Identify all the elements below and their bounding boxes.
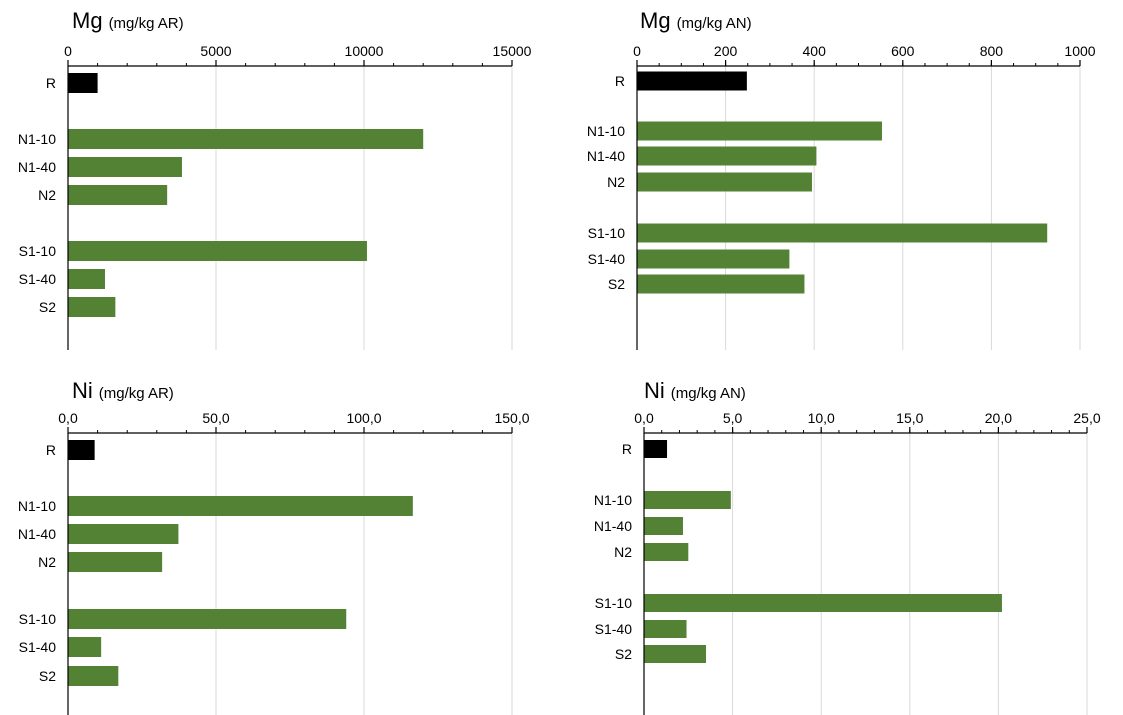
category-label: S1-40 xyxy=(19,639,57,655)
tick-label: 400 xyxy=(803,43,827,59)
category-label: S2 xyxy=(39,668,56,684)
chart-title: Ni (mg/kg AN) xyxy=(644,380,746,402)
chart-title: Mg (mg/kg AN) xyxy=(640,10,752,32)
tick-label: 600 xyxy=(891,43,915,59)
tick-label: 50,0 xyxy=(202,410,229,426)
category-label: N1-10 xyxy=(18,498,56,514)
bar-r xyxy=(637,71,747,91)
category-label: N1-40 xyxy=(587,148,625,164)
element-label: Mg xyxy=(72,8,103,33)
category-label: S1-40 xyxy=(588,251,626,267)
category-label: N1-40 xyxy=(18,159,56,175)
chart-title: Ni (mg/kg AR) xyxy=(72,380,174,402)
bar-n1-40 xyxy=(637,146,817,166)
bar-s1-40 xyxy=(68,269,105,289)
category-label: N1-40 xyxy=(594,518,632,534)
unit-label: (mg/kg AR) xyxy=(108,15,184,32)
bar-n1-40 xyxy=(68,157,182,177)
element-label: Ni xyxy=(72,378,93,403)
category-label: N1-10 xyxy=(587,123,625,139)
unit-label: (mg/kg AN) xyxy=(670,385,746,402)
bar-n1-10 xyxy=(644,491,731,509)
chart-plot: R N1-10 N1-40 N2 S1-10 S1-40 S2 0,0 50,0 100,0 150… xyxy=(18,410,530,715)
bar-s1-10 xyxy=(637,223,1048,243)
bar-s1-10 xyxy=(68,609,347,629)
tick-label: 15000 xyxy=(493,43,532,59)
chart-ni-an: Ni (mg/kg AN) R N1-10 N1-40 N2 S1-10 S1-40 S2 0,… xyxy=(562,370,1123,715)
tick-label: 10000 xyxy=(345,43,384,59)
chart-title: Mg (mg/kg AR) xyxy=(72,10,184,32)
bar-s1-40 xyxy=(644,620,687,638)
bar-s2 xyxy=(644,645,707,663)
bar-r xyxy=(68,73,98,93)
bar-n2 xyxy=(637,172,812,192)
bar-n2 xyxy=(68,552,163,572)
element-label: Mg xyxy=(640,8,671,33)
category-label: N1-10 xyxy=(594,492,632,508)
bar-s1-40 xyxy=(637,249,790,269)
bar-r xyxy=(68,440,95,460)
tick-label: 0,0 xyxy=(58,410,78,426)
category-label: R xyxy=(46,442,56,458)
tick-label: 1000 xyxy=(1064,43,1095,59)
bar-n2 xyxy=(68,185,168,205)
chart-mg-an: Mg (mg/kg AN) R N1-10 N1-40 N2 S1-10 S1-40 S2 0 2… xyxy=(562,0,1123,358)
chart-mg-ar: Mg (mg/kg AR) R N1-10 N1-40 N2 S1-10 S1-40 S2 0 5… xyxy=(0,0,560,358)
category-label: N2 xyxy=(614,544,632,560)
tick-label: 5000 xyxy=(200,43,231,59)
unit-label: (mg/kg AR) xyxy=(98,385,174,402)
category-label: S1-40 xyxy=(19,271,57,287)
bar-s2 xyxy=(637,274,805,294)
bar-n1-10 xyxy=(637,121,882,141)
chart-ni-ar: Ni (mg/kg AR) R N1-10 N1-40 N2 S1-10 S1-40 S2 0,… xyxy=(0,370,560,715)
category-label: S2 xyxy=(615,646,632,662)
category-label: N1-10 xyxy=(18,131,56,147)
category-label: S1-40 xyxy=(595,621,633,637)
category-label: S1-10 xyxy=(19,243,57,259)
tick-label: 150,0 xyxy=(494,410,529,426)
category-label: R xyxy=(46,75,56,91)
unit-label: (mg/kg AN) xyxy=(676,15,752,32)
category-label: R xyxy=(615,73,625,89)
chart-plot: R N1-10 N1-40 N2 S1-10 S1-40 S2 0 5000 10000 15000 xyxy=(18,43,532,350)
tick-label: 10,0 xyxy=(808,410,835,426)
category-label: N1-40 xyxy=(18,526,56,542)
bar-n2 xyxy=(644,543,689,561)
bar-s2 xyxy=(68,666,119,686)
bar-r xyxy=(644,440,668,458)
tick-label: 200 xyxy=(714,43,738,59)
bar-s1-40 xyxy=(68,637,102,657)
tick-label: 25,0 xyxy=(1073,410,1100,426)
bar-s2 xyxy=(68,297,116,317)
category-label: S1-10 xyxy=(595,595,633,611)
tick-label: 800 xyxy=(980,43,1004,59)
chart-plot: R N1-10 N1-40 N2 S1-10 S1-40 S2 0,0 5,0 10,0 15,0 2… xyxy=(594,410,1101,715)
bar-n1-10 xyxy=(68,496,413,516)
category-label: N2 xyxy=(607,174,625,190)
tick-label: 0 xyxy=(64,43,72,59)
bar-n1-40 xyxy=(644,517,683,535)
tick-label: 0 xyxy=(633,43,641,59)
element-label: Ni xyxy=(644,378,665,403)
category-label: S1-10 xyxy=(19,611,57,627)
bar-n1-40 xyxy=(68,524,179,544)
tick-label: 5,0 xyxy=(723,410,743,426)
category-label: S2 xyxy=(39,299,56,315)
tick-label: 100,0 xyxy=(346,410,381,426)
tick-label: 0,0 xyxy=(634,410,654,426)
category-label: S2 xyxy=(608,276,625,292)
tick-label: 15,0 xyxy=(896,410,923,426)
bar-n1-10 xyxy=(68,129,424,149)
chart-plot: R N1-10 N1-40 N2 S1-10 S1-40 S2 0 200 400 600 800 10… xyxy=(587,43,1096,350)
category-label: S1-10 xyxy=(588,225,626,241)
category-label: R xyxy=(622,441,632,457)
category-label: N2 xyxy=(38,554,56,570)
tick-label: 20,0 xyxy=(985,410,1012,426)
bar-s1-10 xyxy=(68,241,367,261)
category-label: N2 xyxy=(38,187,56,203)
bar-s1-10 xyxy=(644,594,1002,612)
